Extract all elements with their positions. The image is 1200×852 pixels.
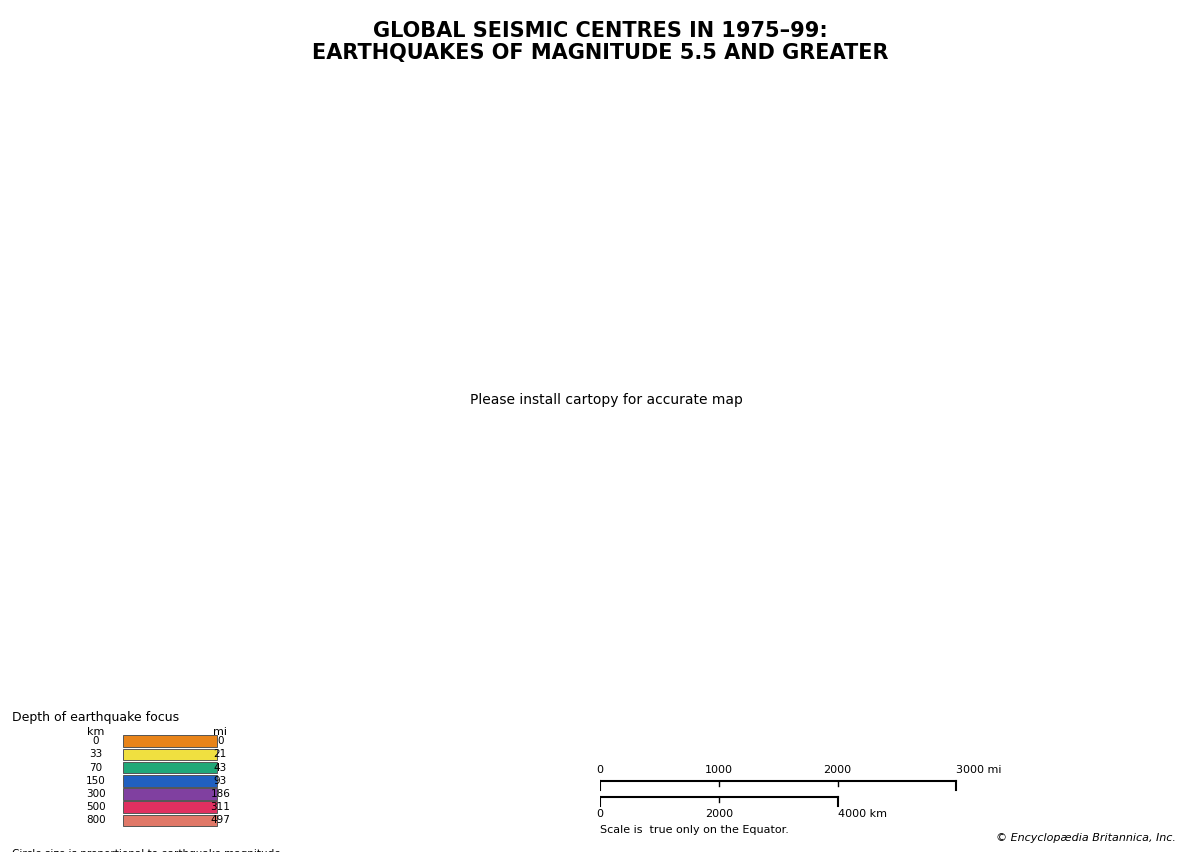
Bar bbox=[122, 762, 217, 774]
Text: 800: 800 bbox=[86, 815, 106, 826]
Text: 0: 0 bbox=[596, 809, 604, 819]
Text: Circle size is proportional to earthquake magnitude.: Circle size is proportional to earthquak… bbox=[12, 849, 284, 852]
Text: © Encyclopædia Britannica, Inc.: © Encyclopædia Britannica, Inc. bbox=[996, 833, 1176, 843]
Text: 186: 186 bbox=[210, 789, 230, 799]
Bar bbox=[122, 775, 217, 786]
Bar bbox=[122, 802, 217, 813]
Text: 497: 497 bbox=[210, 815, 230, 826]
Text: 93: 93 bbox=[214, 776, 227, 786]
Text: Depth of earthquake focus: Depth of earthquake focus bbox=[12, 711, 179, 724]
Text: mi: mi bbox=[214, 728, 227, 737]
Bar bbox=[122, 749, 217, 760]
Text: 4000 km: 4000 km bbox=[838, 809, 887, 819]
Text: 1000: 1000 bbox=[704, 765, 733, 775]
Text: 500: 500 bbox=[86, 803, 106, 812]
Text: Please install cartopy for accurate map: Please install cartopy for accurate map bbox=[469, 394, 743, 407]
Text: 300: 300 bbox=[86, 789, 106, 799]
Bar bbox=[122, 815, 217, 826]
Text: 70: 70 bbox=[90, 763, 102, 773]
Text: 0: 0 bbox=[217, 736, 223, 746]
Text: 2000: 2000 bbox=[823, 765, 852, 775]
Text: GLOBAL SEISMIC CENTRES IN 1975–99:: GLOBAL SEISMIC CENTRES IN 1975–99: bbox=[373, 21, 827, 41]
Text: 0: 0 bbox=[596, 765, 604, 775]
Bar bbox=[122, 788, 217, 800]
Text: 43: 43 bbox=[214, 763, 227, 773]
Text: 2000: 2000 bbox=[704, 809, 733, 819]
Bar bbox=[122, 735, 217, 747]
Text: 21: 21 bbox=[214, 750, 227, 759]
Text: 311: 311 bbox=[210, 803, 230, 812]
Text: 3000 mi: 3000 mi bbox=[956, 765, 1002, 775]
Text: 33: 33 bbox=[89, 750, 103, 759]
Text: EARTHQUAKES OF MAGNITUDE 5.5 AND GREATER: EARTHQUAKES OF MAGNITUDE 5.5 AND GREATER bbox=[312, 43, 888, 62]
Text: 0: 0 bbox=[92, 736, 100, 746]
Text: km: km bbox=[88, 728, 104, 737]
Text: 150: 150 bbox=[86, 776, 106, 786]
Text: Scale is  true only on the Equator.: Scale is true only on the Equator. bbox=[600, 825, 788, 835]
